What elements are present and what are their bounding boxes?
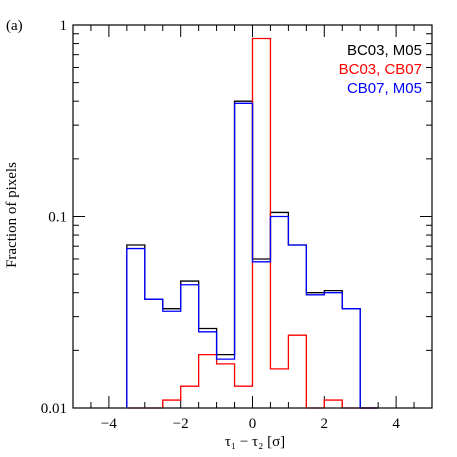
plot-frame [72, 24, 433, 409]
y-tick-label: 0.01 [41, 401, 67, 417]
y-tick-label: 1 [60, 18, 68, 34]
x-axis-label: τ₁ − τ₂ [σ] [225, 434, 285, 450]
x-tick-label: −4 [101, 416, 117, 432]
series-line-3 [126, 102, 379, 409]
panel-label: (a) [6, 18, 23, 34]
x-tick-label: 2 [321, 416, 329, 432]
series-group [126, 37, 379, 409]
x-tick-label: 0 [249, 416, 257, 432]
x-tick-label: −2 [173, 416, 189, 432]
legend-entry-3: CB07, M05 [347, 80, 422, 97]
y-axis-label: Fraction of pixels [4, 162, 20, 268]
legend: BC03, M05 BC03, CB07 CB07, M05 [339, 42, 422, 97]
legend-entry-1: BC03, M05 [347, 42, 422, 59]
legend-entry-2: BC03, CB07 [339, 61, 422, 78]
y-tick-label: 0.1 [48, 210, 67, 226]
x-tick-label: 4 [392, 416, 400, 432]
